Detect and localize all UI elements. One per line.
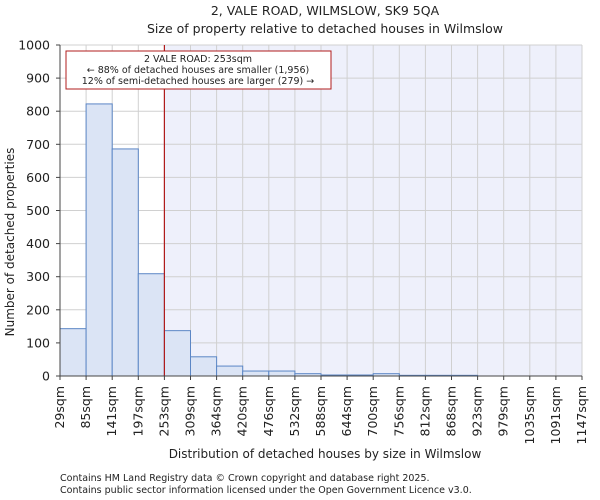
- x-tick-label-253sqm: 253sqm: [156, 386, 171, 436]
- bar-309sqm: [190, 356, 218, 377]
- bar-197sqm: [137, 273, 165, 377]
- x-tick-label-923sqm: 923sqm: [470, 386, 485, 436]
- x-tick-label-364sqm: 364sqm: [209, 386, 224, 436]
- bar-476sqm: [268, 370, 296, 377]
- x-tick-label-197sqm: 197sqm: [130, 386, 145, 436]
- x-tick-label-756sqm: 756sqm: [391, 386, 406, 436]
- x-tick-label-644sqm: 644sqm: [339, 386, 354, 436]
- x-tick-label-309sqm: 309sqm: [183, 386, 198, 436]
- chart-title-line2: Size of property relative to detached ho…: [147, 21, 503, 36]
- x-axis-label: Distribution of detached houses by size …: [169, 447, 482, 461]
- y-tick-label-900: 900: [26, 71, 50, 86]
- annotation-line1: 2 VALE ROAD: 253sqm: [144, 54, 252, 65]
- x-tick-labels: 29sqm 85sqm 141sqm 197sqm 253sqm 309sqm 364sqm…: [52, 376, 589, 444]
- x-tick-label-532sqm: 532sqm: [287, 386, 302, 436]
- x-tick-label-979sqm: 979sqm: [496, 386, 511, 436]
- x-tick-label-1091sqm: 1091sqm: [548, 386, 563, 444]
- x-tick-label-29sqm: 29sqm: [52, 386, 67, 429]
- y-tick-label-1000: 1000: [18, 38, 50, 53]
- y-tick-label-300: 300: [26, 269, 50, 284]
- y-tick-label-100: 100: [26, 335, 50, 350]
- x-tick-label-588sqm: 588sqm: [313, 386, 328, 436]
- annotation-line2: ← 88% of detached houses are smaller (1,…: [87, 65, 310, 76]
- bar-364sqm: [216, 365, 244, 377]
- y-tick-label-200: 200: [26, 302, 50, 317]
- x-tick-label-700sqm: 700sqm: [365, 386, 380, 436]
- y-tick-label-0: 0: [42, 369, 50, 384]
- y-tick-label-600: 600: [26, 170, 50, 185]
- y-tick-label-700: 700: [26, 137, 50, 152]
- x-tick-label-868sqm: 868sqm: [444, 386, 459, 436]
- footer-line2: Contains public sector information licen…: [60, 485, 472, 496]
- annotation-box: [65, 50, 332, 90]
- y-tick-label-800: 800: [26, 104, 50, 119]
- y-axis-label: Number of detached properties: [3, 148, 17, 337]
- y-tick-label-400: 400: [26, 236, 50, 251]
- footer-line1: Contains HM Land Registry data © Crown c…: [60, 473, 430, 484]
- bar-420sqm: [242, 370, 270, 377]
- bar-29sqm: [59, 328, 87, 377]
- x-tick-label-1147sqm: 1147sqm: [574, 386, 589, 444]
- bars: [59, 103, 479, 377]
- bar-141sqm: [111, 148, 139, 377]
- y-tick-label-500: 500: [26, 203, 50, 218]
- annotation-line3: 12% of semi-detached houses are larger (…: [82, 76, 315, 87]
- bar-253sqm: [163, 330, 191, 377]
- chart-title-line1: 2, VALE ROAD, WILMSLOW, SK9 5QA: [211, 3, 440, 18]
- bar-85sqm: [85, 103, 113, 377]
- x-tick-label-141sqm: 141sqm: [104, 386, 119, 436]
- y-tick-labels: 0 100 200 300 400 500 600 700 800 900 1000: [18, 38, 60, 384]
- x-tick-label-812sqm: 812sqm: [417, 386, 432, 436]
- x-tick-label-420sqm: 420sqm: [235, 386, 250, 436]
- x-tick-label-476sqm: 476sqm: [261, 386, 276, 436]
- x-tick-label-85sqm: 85sqm: [78, 386, 93, 429]
- x-tick-label-1035sqm: 1035sqm: [522, 386, 537, 444]
